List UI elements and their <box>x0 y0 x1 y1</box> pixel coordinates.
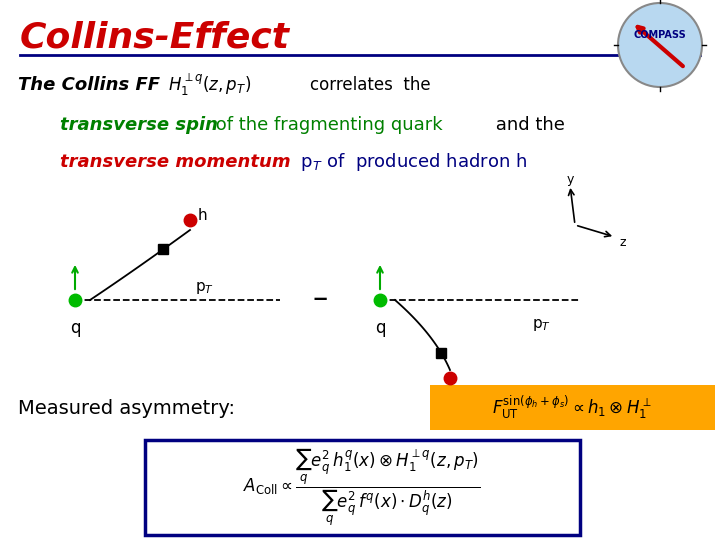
Text: $H_1^{\perp q}(z, p_T)$: $H_1^{\perp q}(z, p_T)$ <box>168 72 251 98</box>
Text: h: h <box>458 388 467 402</box>
Text: of the fragmenting quark: of the fragmenting quark <box>210 116 443 134</box>
Text: –: – <box>312 284 328 313</box>
Text: q: q <box>375 319 385 337</box>
Text: correlates  the: correlates the <box>310 76 431 94</box>
Text: y: y <box>567 172 575 186</box>
Circle shape <box>618 3 702 87</box>
Text: p$_T$: p$_T$ <box>195 280 214 296</box>
Text: q: q <box>70 319 81 337</box>
Text: and the: and the <box>490 116 565 134</box>
Text: Measured asymmetry:: Measured asymmetry: <box>18 399 235 417</box>
Text: p$_T$ of  produced hadron h: p$_T$ of produced hadron h <box>295 151 527 173</box>
Text: h: h <box>198 207 207 222</box>
Text: $F_{\rm UT}^{\sin(\phi_h+\phi_s)} \propto h_1 \otimes H_1^{\perp}$: $F_{\rm UT}^{\sin(\phi_h+\phi_s)} \propt… <box>492 394 652 422</box>
Text: COMPASS: COMPASS <box>634 30 686 40</box>
Bar <box>430 385 715 430</box>
Text: transverse momentum: transverse momentum <box>60 153 291 171</box>
Text: Collins-Effect: Collins-Effect <box>20 21 290 55</box>
Text: The Collins FF: The Collins FF <box>18 76 160 94</box>
Bar <box>145 440 580 535</box>
Text: $A_{\rm Coll} \propto \dfrac{\sum_q e_q^2\, h_1^q(x) \otimes H_1^{\perp q}(z,p_T: $A_{\rm Coll} \propto \dfrac{\sum_q e_q^… <box>243 446 481 528</box>
Text: p$_T$: p$_T$ <box>532 317 551 333</box>
Text: transverse spin: transverse spin <box>60 116 218 134</box>
Text: z: z <box>620 237 626 249</box>
